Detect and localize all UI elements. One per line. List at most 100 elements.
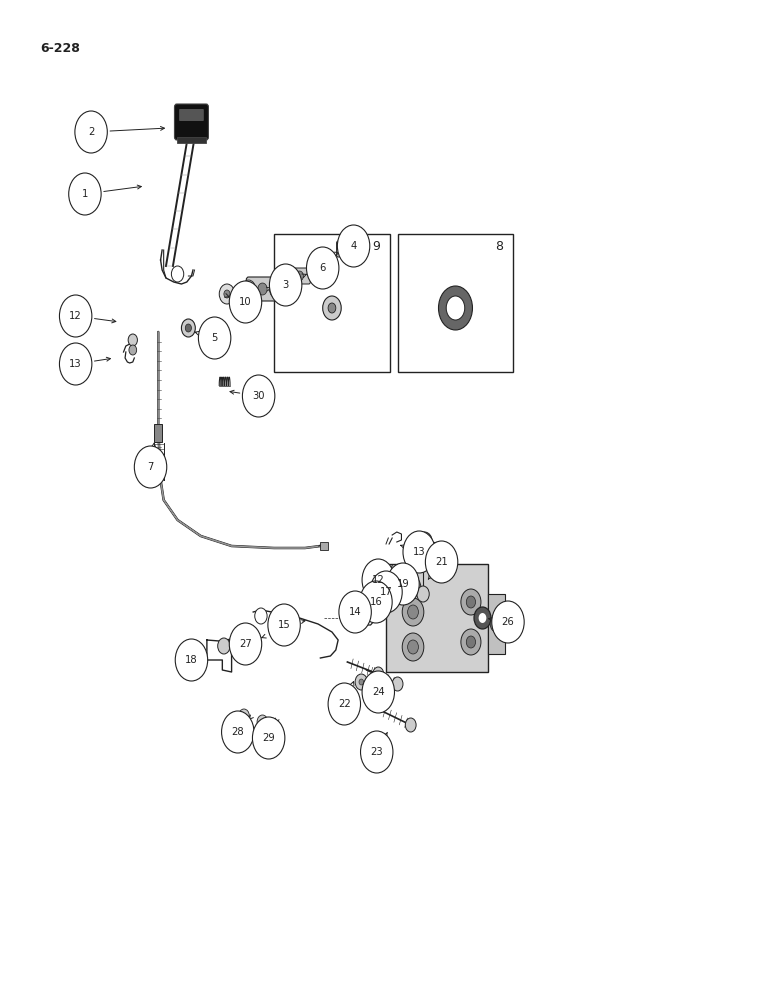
FancyBboxPatch shape	[179, 109, 204, 121]
Circle shape	[296, 271, 303, 281]
Circle shape	[269, 264, 302, 306]
Circle shape	[490, 616, 503, 632]
Bar	[386, 564, 488, 672]
Circle shape	[75, 111, 107, 153]
Circle shape	[401, 578, 408, 586]
Circle shape	[268, 604, 300, 646]
Circle shape	[388, 573, 399, 587]
Circle shape	[417, 532, 432, 552]
Circle shape	[408, 605, 418, 619]
Circle shape	[171, 266, 184, 282]
Bar	[274, 234, 390, 372]
Circle shape	[175, 639, 208, 681]
Circle shape	[185, 324, 191, 332]
Circle shape	[222, 711, 254, 753]
Circle shape	[373, 667, 384, 681]
Circle shape	[219, 284, 235, 304]
Text: 12: 12	[372, 575, 384, 585]
Text: 21: 21	[435, 557, 448, 567]
Text: 4: 4	[350, 241, 357, 251]
Circle shape	[242, 375, 275, 417]
Text: 3: 3	[283, 280, 289, 290]
Text: 23: 23	[371, 747, 383, 757]
Circle shape	[337, 225, 370, 267]
Circle shape	[255, 608, 267, 624]
Circle shape	[229, 281, 262, 323]
Circle shape	[269, 280, 283, 298]
Circle shape	[438, 286, 472, 330]
Text: 17: 17	[380, 587, 392, 597]
Circle shape	[218, 638, 230, 654]
Circle shape	[391, 577, 396, 583]
Circle shape	[466, 596, 476, 608]
FancyBboxPatch shape	[289, 268, 310, 284]
Text: 28: 28	[232, 727, 244, 737]
Circle shape	[224, 290, 230, 298]
Circle shape	[328, 683, 361, 725]
Circle shape	[69, 173, 101, 215]
Circle shape	[242, 280, 256, 298]
Bar	[154, 424, 162, 442]
Text: 1: 1	[82, 189, 88, 199]
Text: 13: 13	[413, 547, 425, 557]
Circle shape	[360, 581, 392, 623]
Text: 5: 5	[212, 333, 218, 343]
Circle shape	[402, 633, 424, 661]
Circle shape	[392, 677, 403, 691]
Text: 29: 29	[262, 733, 275, 743]
FancyBboxPatch shape	[337, 241, 354, 257]
Circle shape	[323, 296, 341, 320]
Text: 16: 16	[370, 597, 382, 607]
FancyBboxPatch shape	[177, 137, 206, 143]
Text: 12: 12	[69, 311, 82, 321]
Text: 27: 27	[239, 639, 252, 649]
Circle shape	[403, 531, 435, 573]
Text: 30: 30	[252, 391, 265, 401]
Circle shape	[461, 589, 481, 615]
Circle shape	[405, 577, 421, 597]
Circle shape	[425, 541, 458, 583]
Circle shape	[492, 601, 524, 643]
Bar	[488, 594, 505, 654]
Text: 2: 2	[88, 127, 94, 137]
Circle shape	[409, 582, 417, 592]
Text: 6-228: 6-228	[40, 42, 80, 55]
Circle shape	[408, 640, 418, 654]
Circle shape	[339, 591, 371, 633]
Circle shape	[387, 563, 419, 605]
Text: 22: 22	[338, 699, 350, 709]
FancyBboxPatch shape	[174, 104, 208, 140]
Circle shape	[128, 334, 137, 346]
Circle shape	[181, 319, 195, 337]
Bar	[418, 562, 428, 570]
Text: 26: 26	[502, 617, 514, 627]
Circle shape	[361, 605, 372, 619]
Circle shape	[402, 598, 424, 626]
Bar	[398, 234, 513, 372]
Circle shape	[198, 317, 231, 359]
Text: 7: 7	[147, 462, 154, 472]
Circle shape	[59, 295, 92, 337]
Circle shape	[398, 573, 411, 591]
Circle shape	[252, 717, 285, 759]
Circle shape	[230, 291, 241, 305]
Circle shape	[306, 247, 339, 289]
Circle shape	[479, 613, 486, 623]
Circle shape	[315, 267, 324, 279]
Text: 9: 9	[372, 239, 380, 252]
Circle shape	[258, 283, 267, 295]
Text: 15: 15	[278, 620, 290, 630]
Circle shape	[370, 571, 402, 613]
Text: 14: 14	[349, 607, 361, 617]
Text: 13: 13	[69, 359, 82, 369]
Circle shape	[359, 679, 364, 685]
Text: 10: 10	[239, 297, 252, 307]
Circle shape	[239, 709, 249, 723]
Circle shape	[378, 576, 391, 592]
Circle shape	[257, 715, 268, 729]
Circle shape	[405, 718, 416, 732]
Text: 19: 19	[397, 579, 409, 589]
Bar	[413, 542, 436, 564]
Circle shape	[129, 345, 137, 355]
FancyBboxPatch shape	[246, 277, 279, 301]
